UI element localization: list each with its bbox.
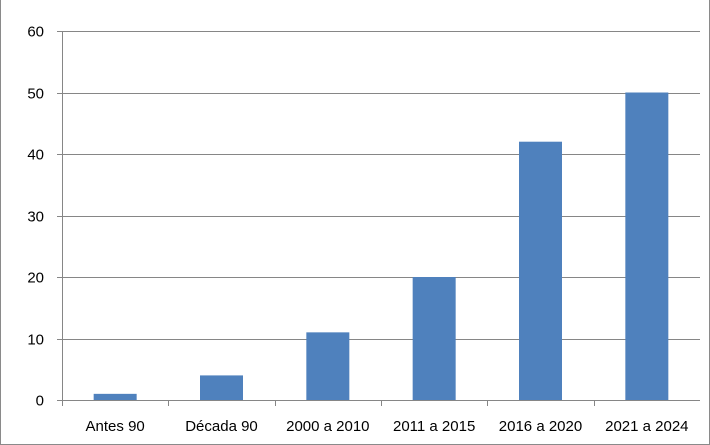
x-tick-label: 2000 a 2010 — [286, 418, 369, 435]
x-tick-label: 2021 a 2024 — [605, 418, 688, 435]
x-tick-label: 2011 a 2015 — [393, 418, 475, 435]
bar — [306, 332, 350, 400]
x-tick-label: 2016 a 2020 — [499, 418, 582, 435]
x-tick-label: Antes 90 — [86, 418, 145, 435]
bars — [93, 92, 669, 400]
bar — [412, 277, 456, 400]
bar — [625, 92, 669, 400]
y-tick-label: 0 — [36, 393, 44, 410]
x-tick-labels: Antes 90 Década 90 2000 a 2010 2011 a 2015 2… — [86, 418, 689, 435]
y-tick-label: 20 — [27, 270, 44, 287]
y-tick-label: 60 — [27, 24, 44, 41]
y-tick-labels: 0 10 20 30 40 50 60 — [27, 24, 44, 410]
x-tick-label: Década 90 — [185, 418, 258, 435]
bar — [93, 393, 137, 400]
y-tick-label: 30 — [27, 209, 44, 226]
gridlines — [62, 31, 700, 340]
y-tick-label: 50 — [27, 86, 44, 103]
bar — [519, 141, 562, 400]
y-tick-label: 10 — [27, 332, 44, 349]
bar — [200, 375, 243, 400]
y-tick-label: 40 — [27, 147, 44, 164]
axes — [57, 31, 700, 406]
